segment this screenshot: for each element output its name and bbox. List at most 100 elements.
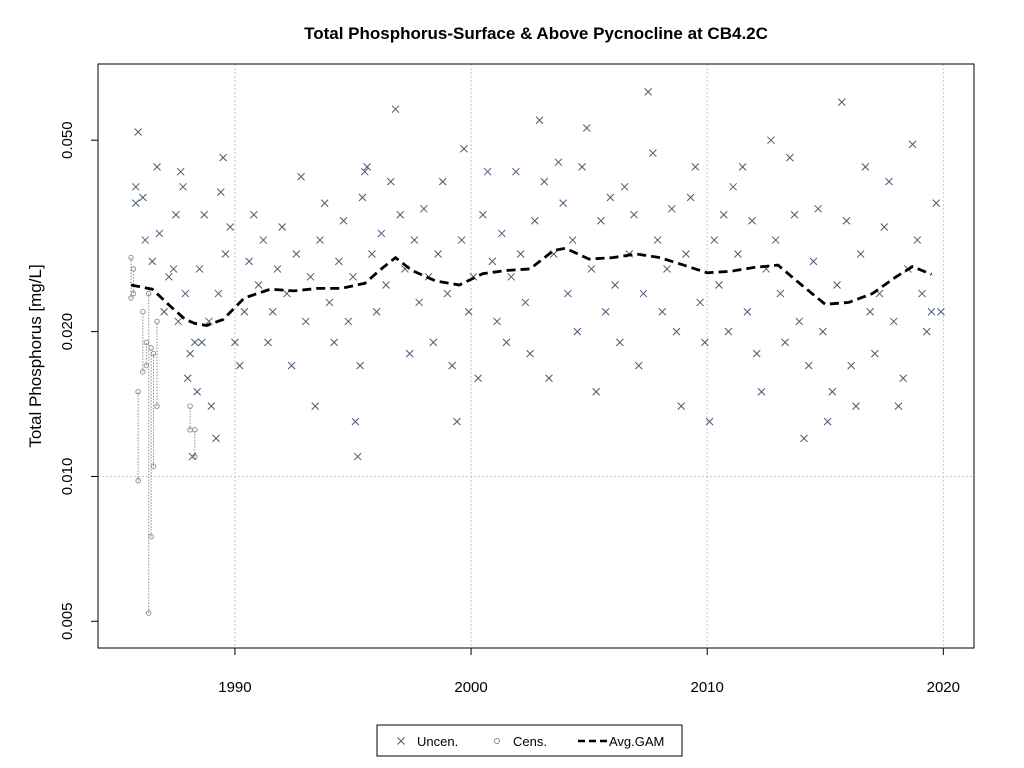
uncensored-point xyxy=(894,402,903,411)
uncensored-point xyxy=(785,153,794,162)
uncensored-point xyxy=(292,250,301,258)
censored-lower-bound xyxy=(146,610,152,616)
uncensored-point xyxy=(842,216,851,225)
uncensored-point xyxy=(573,327,582,336)
marker-stroke xyxy=(254,281,263,289)
censored-point xyxy=(130,266,137,297)
uncensored-point xyxy=(382,281,390,289)
y-tick-label: 0.005 xyxy=(59,603,76,641)
marker-stroke xyxy=(866,307,874,316)
axes: 1990 2000 2010 2020 0.005 0.010 0.020 0.050 xyxy=(59,121,960,696)
marker-stroke xyxy=(691,163,700,171)
marker-stroke xyxy=(221,250,230,258)
uncensored-point xyxy=(771,236,780,244)
uncensored-point xyxy=(226,223,235,231)
uncensored-point xyxy=(320,199,329,207)
plot-frame xyxy=(97,63,975,649)
censored-point xyxy=(146,290,152,616)
marker-stroke xyxy=(160,307,168,316)
x-tick-label: 2020 xyxy=(927,679,960,696)
marker-stroke xyxy=(715,281,723,289)
marker-stroke xyxy=(634,361,643,370)
marker-stroke xyxy=(188,452,197,461)
censored-lower-bound xyxy=(148,533,154,540)
marker-stroke xyxy=(771,236,780,244)
marker-stroke xyxy=(927,307,936,316)
uncensored-point xyxy=(927,307,936,316)
marker-stroke xyxy=(932,199,941,207)
marker-stroke xyxy=(193,387,202,396)
uncensored-point xyxy=(438,177,447,186)
uncensored-point xyxy=(183,374,192,383)
marker-stroke xyxy=(856,250,865,258)
uncensored-point xyxy=(597,216,605,225)
marker-stroke xyxy=(249,210,258,219)
marker-stroke xyxy=(837,98,846,106)
marker-stroke xyxy=(172,210,180,219)
uncensored-point xyxy=(200,210,209,219)
marker-stroke xyxy=(582,124,591,132)
marker-stroke xyxy=(356,361,364,370)
uncensored-point xyxy=(349,272,357,281)
marker-stroke xyxy=(479,210,487,219)
marker-stroke xyxy=(292,250,301,258)
marker-stroke xyxy=(502,338,511,347)
uncensored-point xyxy=(795,317,804,326)
marker-stroke xyxy=(521,298,530,307)
censored-lower-bound xyxy=(143,362,150,369)
uncensored-point xyxy=(216,188,225,196)
marker-stroke xyxy=(729,182,738,191)
uncensored-point xyxy=(148,257,157,266)
uncensored-point xyxy=(696,298,704,307)
uncensored-point xyxy=(601,307,610,316)
marker-stroke xyxy=(382,281,390,289)
marker-stroke xyxy=(875,289,884,298)
uncensored-point xyxy=(155,229,164,238)
uncensored-point xyxy=(131,182,140,191)
legend-box xyxy=(376,724,683,757)
uncensored-point xyxy=(353,452,362,461)
marker-stroke xyxy=(889,317,898,326)
marker-stroke xyxy=(899,374,908,383)
uncensored-point xyxy=(479,210,487,219)
marker-stroke xyxy=(360,167,369,176)
marker-stroke xyxy=(559,199,568,207)
marker-stroke xyxy=(568,236,577,244)
marker-stroke xyxy=(540,177,549,186)
uncensored-point xyxy=(240,307,249,316)
marker-stroke xyxy=(682,250,690,258)
marker-stroke xyxy=(913,236,922,244)
marker-stroke xyxy=(592,387,601,396)
marker-stroke xyxy=(814,204,823,213)
censored-lower-bound xyxy=(140,369,146,375)
marker-stroke xyxy=(658,307,667,316)
legend: Uncen. Cens. Avg.GAM xyxy=(376,724,683,757)
marker-stroke xyxy=(615,338,624,347)
marker-stroke xyxy=(405,349,414,358)
uncensored-point xyxy=(885,177,893,186)
uncensored-point xyxy=(419,204,428,213)
uncensored-point xyxy=(592,387,601,396)
uncensored-point xyxy=(358,193,367,202)
legend-gam-label: Avg.GAM xyxy=(609,734,664,749)
marker-stroke xyxy=(833,281,841,289)
uncensored-point xyxy=(658,307,667,316)
uncensored-point xyxy=(176,167,185,176)
marker-stroke xyxy=(922,327,931,336)
uncensored-point xyxy=(207,402,216,411)
uncensored-point xyxy=(502,338,511,347)
uncensored-point xyxy=(134,128,142,136)
uncensored-point xyxy=(221,250,230,258)
uncensored-point xyxy=(301,317,310,326)
uncensored-point xyxy=(259,236,268,244)
uncensored-point xyxy=(620,182,629,191)
uncensored-point xyxy=(214,289,223,298)
uncensored-point xyxy=(710,236,719,244)
uncensored-point xyxy=(856,250,865,258)
marker-stroke xyxy=(804,361,813,370)
uncensored-point xyxy=(828,387,837,396)
marker-stroke xyxy=(306,272,315,281)
marker-stroke xyxy=(667,204,676,213)
uncensored-point xyxy=(316,236,324,244)
marker-stroke xyxy=(377,229,386,238)
